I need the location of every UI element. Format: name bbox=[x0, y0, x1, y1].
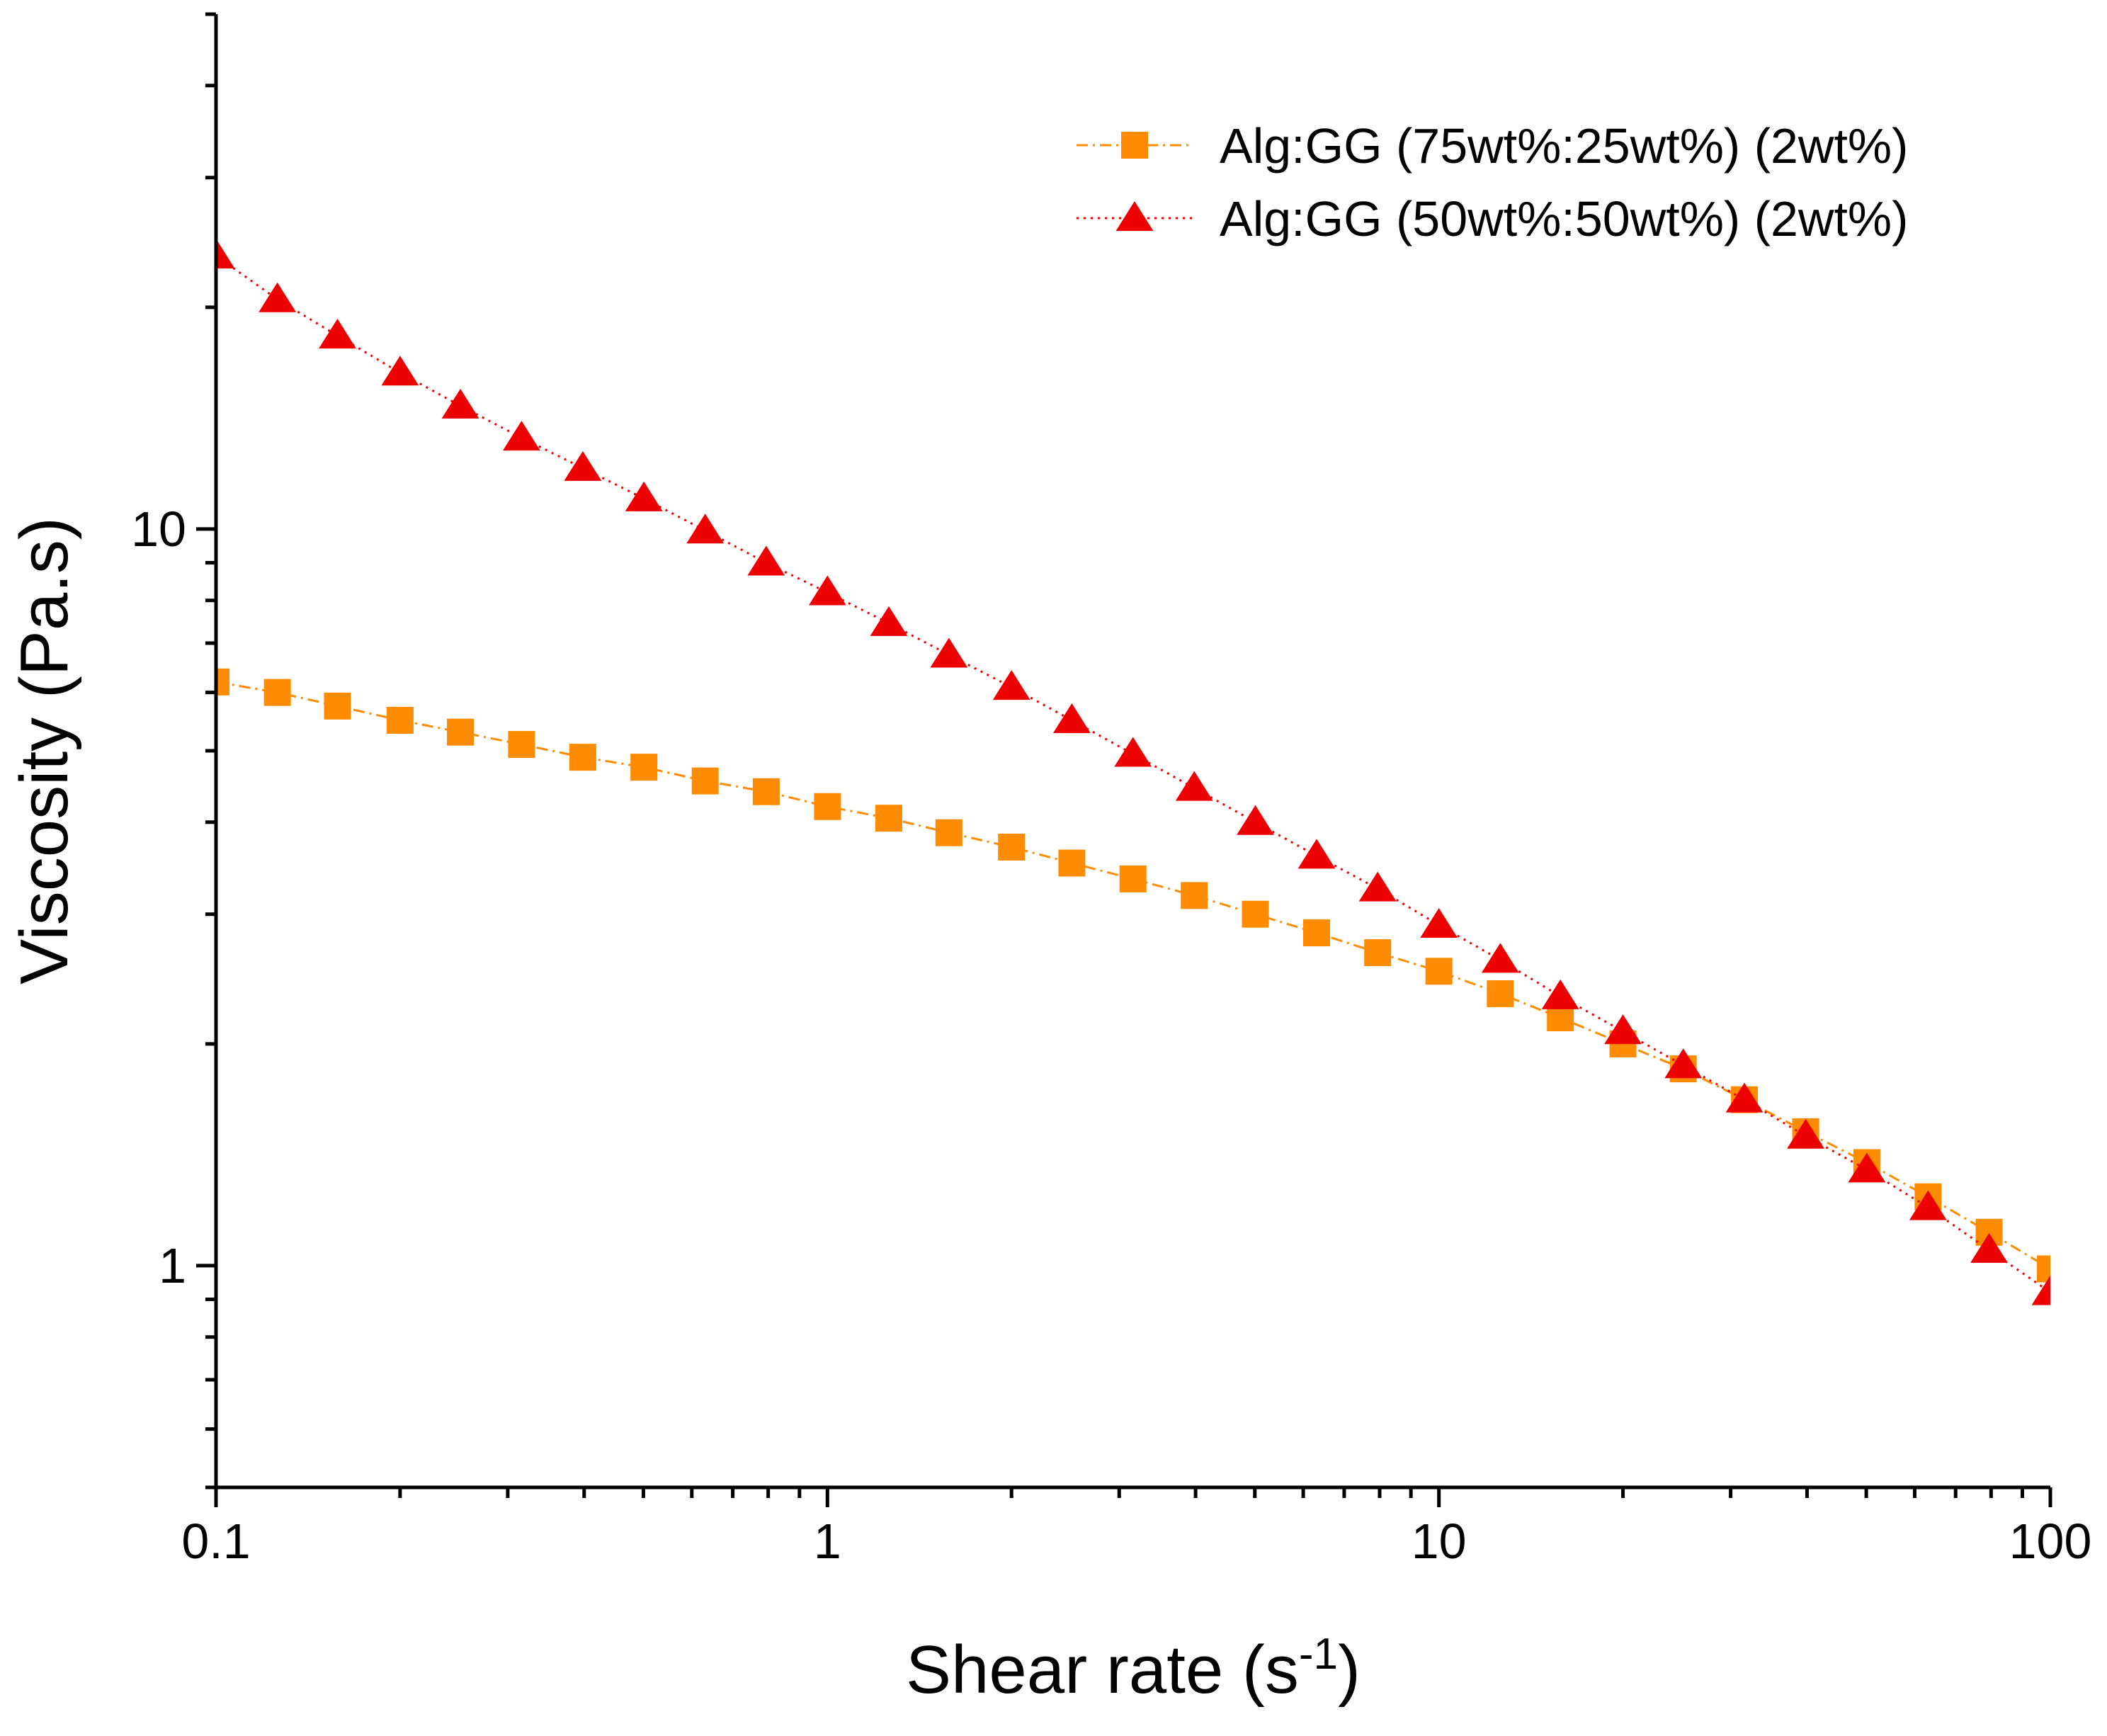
data-point-triangle bbox=[1114, 737, 1152, 767]
y-axis-title: Viscosity (Pa.s) bbox=[6, 517, 82, 985]
data-point-square bbox=[752, 778, 780, 805]
series-line bbox=[216, 681, 2050, 1270]
data-point-triangle bbox=[1541, 979, 1579, 1009]
data-point-square bbox=[630, 754, 658, 781]
data-point-square bbox=[1487, 980, 1514, 1007]
data-point-square bbox=[1364, 939, 1392, 967]
data-point-square bbox=[216, 668, 229, 696]
x-tick-label: 0.1 bbox=[181, 1514, 250, 1569]
data-point-square bbox=[2037, 1255, 2050, 1283]
legend-marker-square bbox=[1121, 132, 1148, 159]
data-point-square bbox=[263, 679, 291, 706]
data-point-triangle bbox=[625, 481, 663, 511]
legend-label: Alg:GG (50wt%:50wt%) (2wt%) bbox=[1220, 191, 1908, 246]
data-point-triangle bbox=[1970, 1232, 2008, 1263]
data-point-triangle bbox=[808, 575, 846, 606]
data-point-square bbox=[935, 819, 962, 846]
data-point-triangle bbox=[1052, 703, 1091, 733]
ticks: 0.1 1 10 100 1 10 bbox=[131, 12, 2092, 1569]
legend-item-1: Alg:GG (75wt%:25wt%) (2wt%) bbox=[1077, 118, 1908, 174]
legend-label: Alg:GG (75wt%:25wt%) (2wt%) bbox=[1220, 118, 1908, 174]
x-axis-title-suffix: ) bbox=[1338, 1632, 1361, 1708]
data-point-triangle bbox=[1664, 1048, 1703, 1079]
data-point-square bbox=[508, 731, 535, 759]
data-point-square bbox=[998, 833, 1026, 861]
data-point-triangle bbox=[1848, 1152, 1886, 1183]
x-axis-title-main: Shear rate (s bbox=[906, 1632, 1299, 1708]
data-point-triangle bbox=[319, 318, 356, 348]
data-point-triangle bbox=[1237, 805, 1274, 835]
data-point-square bbox=[1119, 865, 1147, 892]
data-point-square bbox=[814, 793, 841, 820]
x-tick-label: 10 bbox=[1412, 1514, 1467, 1569]
data-point-square bbox=[447, 718, 475, 746]
data-point-triangle bbox=[259, 282, 297, 312]
legend-item-2: Alg:GG (50wt%:50wt%) (2wt%) bbox=[1077, 191, 1908, 246]
data-point-triangle bbox=[992, 670, 1030, 700]
legend: Alg:GG (75wt%:25wt%) (2wt%) Alg:GG (50wt%… bbox=[1077, 118, 1908, 246]
data-point-triangle bbox=[2031, 1275, 2050, 1305]
data-point-square bbox=[1242, 900, 1269, 928]
data-point-triangle bbox=[930, 637, 968, 668]
data-point-triangle bbox=[502, 421, 540, 451]
data-point-square bbox=[1303, 919, 1331, 947]
legend-marker-triangle bbox=[1115, 201, 1154, 231]
x-tick-label: 1 bbox=[814, 1514, 841, 1569]
data-point-triangle bbox=[1481, 943, 1519, 973]
data-point-square bbox=[386, 706, 414, 734]
y-tick-label: 10 bbox=[131, 501, 186, 557]
data-point-triangle bbox=[747, 545, 785, 576]
data-point-square bbox=[1058, 849, 1086, 877]
data-point-triangle bbox=[686, 514, 725, 544]
data-point-triangle bbox=[1420, 908, 1458, 938]
data-point-triangle bbox=[381, 356, 419, 386]
series-line bbox=[216, 254, 2050, 1293]
data-point-triangle bbox=[1358, 871, 1397, 902]
data-point-triangle bbox=[216, 239, 235, 269]
data-point-square bbox=[691, 767, 719, 795]
data-point-triangle bbox=[1175, 771, 1213, 801]
data-point-triangle bbox=[441, 388, 479, 419]
data-point-triangle bbox=[564, 450, 602, 481]
data-point-square bbox=[1425, 958, 1453, 985]
data-point-triangle bbox=[1725, 1082, 1764, 1113]
x-tick-label: 100 bbox=[2009, 1514, 2092, 1569]
data-point-triangle bbox=[870, 606, 908, 636]
data-point-square bbox=[1181, 882, 1208, 909]
series-2 bbox=[216, 239, 2050, 1305]
series-layer bbox=[216, 239, 2050, 1305]
data-point-triangle bbox=[1297, 839, 1336, 869]
data-point-square bbox=[875, 805, 902, 832]
x-axis-title-superscript: -1 bbox=[1299, 1630, 1338, 1679]
data-point-triangle bbox=[1787, 1118, 1824, 1149]
data-point-triangle bbox=[1604, 1014, 1642, 1045]
x-axis-title: Shear rate (s-1) bbox=[906, 1630, 1361, 1708]
data-point-square bbox=[569, 744, 596, 771]
y-tick-label: 1 bbox=[159, 1238, 186, 1293]
data-point-triangle bbox=[1909, 1190, 1947, 1220]
data-point-square bbox=[324, 692, 351, 720]
